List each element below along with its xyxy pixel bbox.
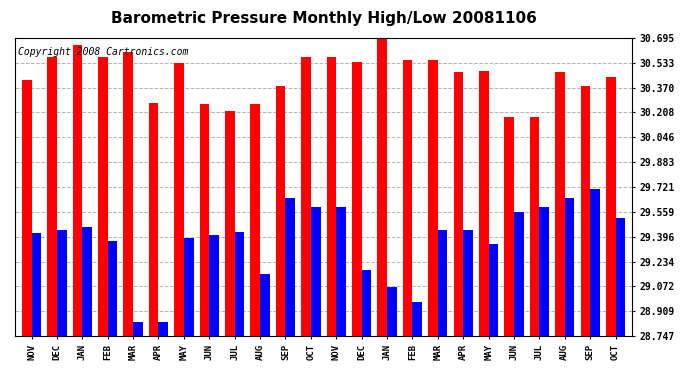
Bar: [184, 238, 193, 336]
Bar: [514, 211, 524, 336]
Bar: [199, 104, 209, 336]
Bar: [530, 117, 540, 336]
Bar: [377, 37, 387, 336]
Bar: [57, 230, 66, 336]
Bar: [149, 103, 159, 336]
Bar: [362, 270, 371, 336]
Bar: [311, 207, 321, 336]
Bar: [453, 72, 463, 336]
Bar: [387, 287, 397, 336]
Bar: [250, 104, 260, 336]
Bar: [428, 60, 438, 336]
Bar: [286, 198, 295, 336]
Text: Barometric Pressure Monthly High/Low 20081106: Barometric Pressure Monthly High/Low 200…: [111, 11, 538, 26]
Bar: [260, 274, 270, 336]
Bar: [413, 302, 422, 336]
Bar: [235, 232, 244, 336]
Bar: [72, 45, 82, 336]
Bar: [209, 235, 219, 336]
Bar: [504, 117, 514, 336]
Bar: [352, 62, 362, 336]
Bar: [615, 218, 625, 336]
Bar: [463, 230, 473, 336]
Bar: [479, 71, 489, 336]
Bar: [438, 230, 448, 336]
Text: Copyright 2008 Cartronics.com: Copyright 2008 Cartronics.com: [18, 47, 188, 57]
Bar: [555, 72, 565, 336]
Bar: [326, 57, 336, 336]
Bar: [124, 52, 133, 336]
Bar: [82, 227, 92, 336]
Bar: [32, 233, 41, 336]
Bar: [606, 77, 615, 336]
Bar: [98, 57, 108, 336]
Bar: [336, 207, 346, 336]
Bar: [47, 57, 57, 336]
Bar: [108, 241, 117, 336]
Bar: [403, 60, 413, 336]
Bar: [276, 86, 286, 336]
Bar: [133, 322, 143, 336]
Bar: [489, 244, 498, 336]
Bar: [22, 80, 32, 336]
Bar: [580, 86, 590, 336]
Bar: [590, 189, 600, 336]
Bar: [225, 111, 235, 336]
Bar: [302, 57, 311, 336]
Bar: [540, 207, 549, 336]
Bar: [565, 198, 575, 336]
Bar: [159, 322, 168, 336]
Bar: [175, 63, 184, 336]
